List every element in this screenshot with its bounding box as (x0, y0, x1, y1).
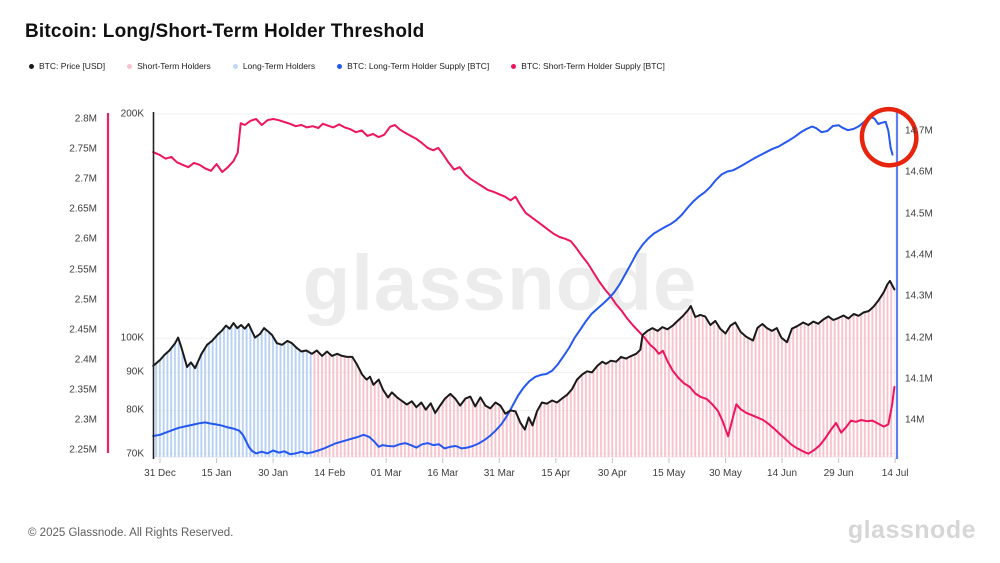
legend-dot-short-term-holders (127, 63, 133, 69)
legend-label: BTC: Price [USD] (39, 61, 106, 71)
y-label-sth-2-7m: 2.7M (74, 173, 97, 185)
legend-dot-btc-long-term-holder-supply-btc (337, 63, 343, 69)
legend-dot-btc-short-term-holder-supply-btc (511, 63, 517, 69)
legend-item-short-term-holders[interactable]: Short-Term Holders (127, 61, 211, 71)
x-label-16-mar: 16 Mar (427, 468, 459, 479)
y-label-lth-14-3m: 14.3M (905, 290, 933, 302)
y-label-sth-2-75m: 2.75M (69, 143, 97, 155)
y-label-price-100k: 100K (120, 332, 144, 344)
legend-item-btc-price-usd[interactable]: BTC: Price [USD] (29, 61, 105, 71)
y-label-sth-2-4m: 2.4M (74, 354, 97, 366)
legend-item-btc-long-term-holder-supply-btc[interactable]: BTC: Long-Term Holder Supply [BTC] (337, 61, 489, 71)
glassnode-logo: glassnode (847, 516, 976, 544)
y-label-lth-14-1m: 14.1M (905, 373, 933, 385)
legend-item-btc-short-term-holder-supply-btc[interactable]: BTC: Short-Term Holder Supply [BTC] (511, 61, 665, 71)
x-label-31-mar: 31 Mar (483, 468, 515, 479)
y-label-sth-2-6m: 2.6M (74, 233, 97, 245)
x-label-01-mar: 01 Mar (370, 468, 402, 479)
y-label-sth-2-3m: 2.3M (74, 414, 97, 426)
y-label-price-70k: 70K (126, 448, 144, 460)
chart-canvas[interactable] (0, 0, 1000, 505)
y-label-sth-2-55m: 2.55M (69, 264, 97, 275)
glassnode-watermark: glassnode (302, 238, 698, 327)
y-label-lth-14-5m: 14.5M (905, 208, 933, 220)
y-label-lth-14-2m: 14.2M (905, 332, 933, 344)
copyright-text: © 2025 Glassnode. All Rights Reserved. (28, 527, 234, 539)
legend-label: Long-Term Holders (242, 61, 316, 71)
series-btc-price-usd-line (152, 279, 896, 431)
y-label-sth-2-5m: 2.5M (74, 294, 97, 306)
long-term-holders-area (153, 323, 313, 457)
legend-label: BTC: Long-Term Holder Supply [BTC] (347, 61, 490, 71)
y-label-lth-14-4m: 14.4M (905, 249, 933, 261)
y-label-sth-2-8m: 2.8M (74, 113, 97, 125)
legend-label: Short-Term Holders (137, 61, 211, 71)
y-label-sth-2-25m: 2.25M (69, 444, 97, 456)
y-label-price-80k: 80K (126, 404, 144, 416)
x-label-14-jun: 14 Jun (767, 468, 798, 479)
x-label-15-apr: 15 Apr (541, 468, 571, 479)
y-label-lth-14-7m: 14.7M (905, 125, 933, 137)
x-label-31-dec: 31 Dec (144, 468, 176, 479)
x-label-30-jan: 30 Jan (258, 468, 289, 479)
y-label-price-200k: 200K (120, 108, 144, 120)
series-btc-short-term-holder-supply-btc-line (152, 118, 896, 455)
legend-item-long-term-holders[interactable]: Long-Term Holders (232, 61, 316, 71)
short-term-holders-area (312, 280, 895, 457)
y-label-sth-2-45m: 2.45M (69, 324, 97, 336)
series-btc-long-term-holder-supply-btc-line (152, 115, 894, 456)
x-label-30-apr: 30 Apr (597, 468, 627, 479)
highlight-circle-annotation (859, 106, 919, 168)
y-label-lth-14-6m: 14.6M (905, 166, 933, 178)
y-label-sth-2-65m: 2.65M (69, 203, 97, 215)
y-label-sth-2-35m: 2.35M (69, 384, 97, 396)
legend-dot-long-term-holders (232, 63, 238, 69)
legend-dot-btc-price-usd (29, 63, 34, 69)
y-label-lth-14m: 14M (905, 414, 925, 426)
x-label-14-jul: 14 Jul (881, 468, 909, 479)
chart-legend: BTC: Price [USD] Short-Term Holders Long-T… (29, 61, 665, 71)
legend-label: BTC: Short-Term Holder Supply [BTC] (521, 61, 665, 71)
x-label-15-may: 15 May (652, 468, 686, 479)
page-title: Bitcoin: Long/Short-Term Holder Threshol… (25, 21, 425, 42)
x-label-29-jun: 29 Jun (823, 468, 854, 479)
x-label-14-feb: 14 Feb (314, 468, 346, 479)
x-label-15-jan: 15 Jan (201, 468, 232, 479)
x-label-30-may: 30 May (709, 468, 742, 479)
y-label-price-90k: 90K (126, 366, 144, 378)
